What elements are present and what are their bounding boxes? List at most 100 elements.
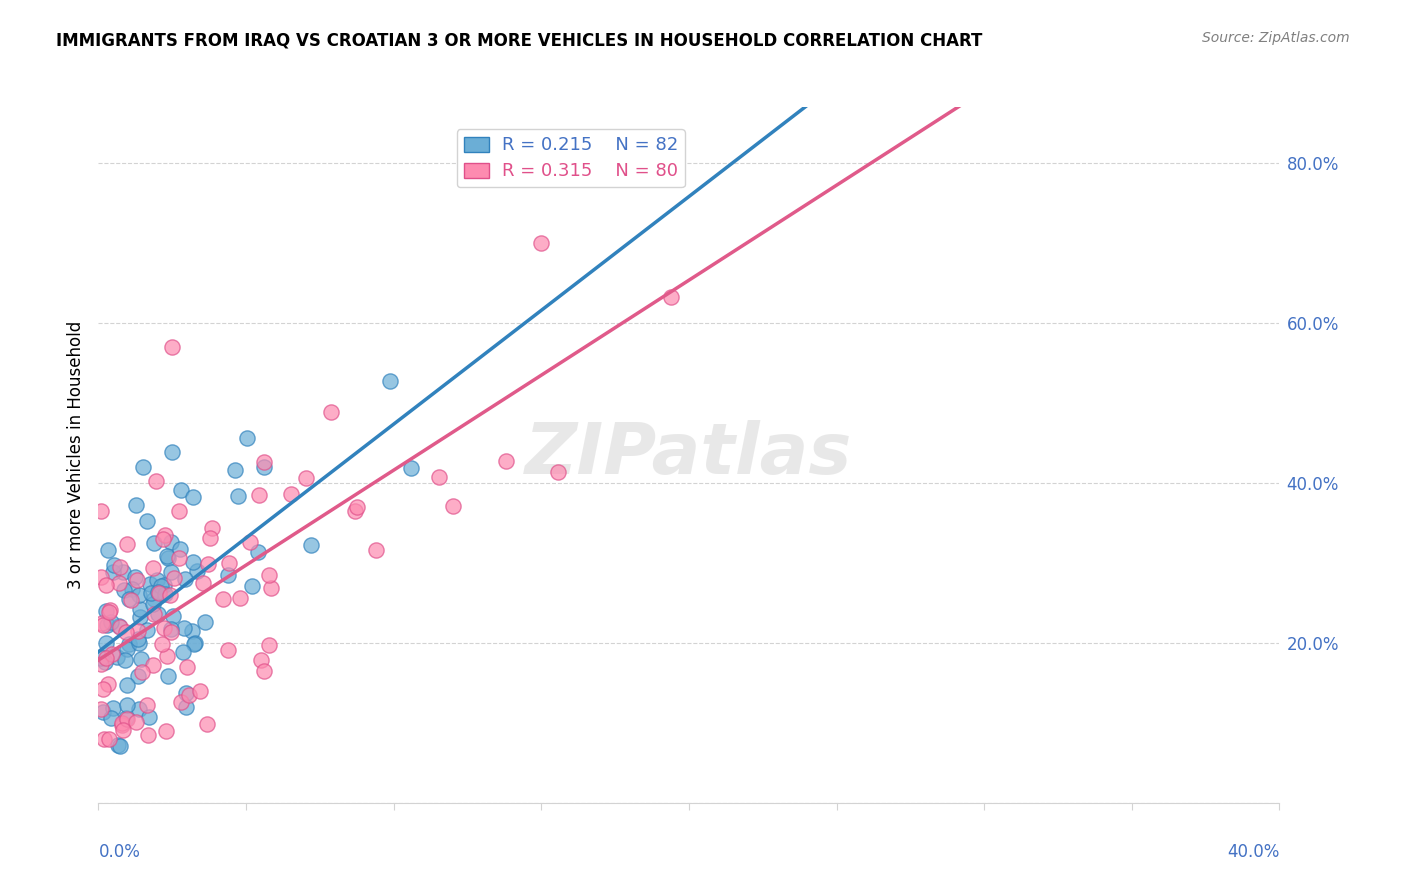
Point (118, 637, 141, 651)
Point (90, 657, 112, 671)
Point (195, 716, 218, 731)
Point (94, 655, 117, 669)
Point (153, 528, 176, 542)
Point (94, 636, 117, 650)
Point (136, 623, 159, 637)
Point (139, 577, 162, 591)
Point (131, 665, 153, 679)
Point (91, 682, 114, 697)
Point (136, 698, 159, 712)
Point (90, 701, 112, 715)
Point (103, 558, 125, 573)
Point (97, 543, 120, 558)
Point (141, 597, 163, 611)
Point (344, 504, 367, 518)
Point (186, 565, 208, 579)
Point (152, 621, 174, 635)
Point (163, 571, 186, 585)
Point (143, 607, 166, 621)
Point (188, 684, 211, 698)
Point (115, 641, 138, 656)
Point (94, 651, 117, 665)
Point (299, 538, 322, 552)
Point (160, 445, 183, 459)
Point (157, 669, 180, 683)
Point (138, 710, 160, 724)
Point (128, 589, 150, 603)
Point (148, 586, 170, 600)
Point (366, 542, 388, 557)
Point (191, 575, 214, 590)
Point (247, 488, 270, 502)
Point (321, 405, 343, 419)
Point (124, 714, 146, 729)
Point (127, 632, 149, 646)
Point (101, 701, 124, 715)
Point (156, 549, 179, 563)
Point (346, 500, 368, 514)
Y-axis label: 3 or more Vehicles in Household: 3 or more Vehicles in Household (66, 321, 84, 589)
Point (174, 686, 197, 700)
Point (152, 578, 174, 592)
Point (120, 592, 142, 607)
Point (155, 723, 177, 738)
Point (94, 578, 117, 592)
Point (125, 498, 148, 512)
Point (530, 235, 553, 250)
Point (90, 504, 112, 518)
Text: 0.0%: 0.0% (98, 843, 141, 861)
Point (136, 728, 159, 742)
Point (257, 568, 280, 582)
Point (115, 711, 138, 725)
Point (159, 624, 181, 639)
Point (162, 340, 183, 354)
Point (217, 568, 239, 582)
Point (181, 555, 204, 569)
Text: IMMIGRANTS FROM IRAQ VS CROATIAN 3 OR MORE VEHICLES IN HOUSEHOLD CORRELATION CHA: IMMIGRANTS FROM IRAQ VS CROATIAN 3 OR MO… (56, 31, 983, 49)
Point (441, 500, 464, 514)
Point (181, 624, 204, 638)
Point (103, 566, 125, 580)
Point (176, 699, 198, 714)
Point (132, 459, 155, 474)
Point (174, 572, 197, 586)
Point (159, 534, 181, 549)
Point (111, 716, 134, 731)
Point (554, 158, 576, 172)
Point (162, 608, 184, 623)
Point (108, 620, 131, 634)
Point (90, 615, 112, 630)
Point (108, 739, 131, 753)
Point (197, 557, 219, 571)
Point (183, 637, 205, 651)
Point (145, 474, 167, 488)
Point (115, 537, 138, 551)
Point (139, 586, 162, 600)
Point (200, 531, 222, 545)
Point (97, 677, 120, 691)
Point (224, 463, 246, 477)
Point (157, 551, 180, 566)
Point (148, 585, 170, 599)
Point (93, 731, 115, 746)
Point (160, 566, 183, 580)
Point (253, 664, 276, 678)
Point (111, 718, 134, 732)
Point (172, 645, 194, 659)
Point (177, 688, 200, 702)
Point (93, 617, 115, 632)
Point (115, 625, 138, 640)
Point (112, 565, 135, 579)
Point (115, 678, 138, 692)
Point (250, 652, 273, 666)
Point (167, 503, 190, 517)
Point (294, 471, 316, 485)
Point (170, 695, 193, 709)
Point (173, 621, 195, 635)
Point (143, 536, 166, 550)
Point (129, 609, 152, 624)
Point (107, 738, 129, 752)
Point (121, 582, 143, 596)
Point (152, 533, 174, 547)
Point (98, 731, 121, 746)
